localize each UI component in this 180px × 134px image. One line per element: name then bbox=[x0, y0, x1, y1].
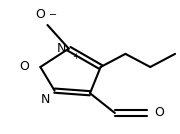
Text: O: O bbox=[19, 60, 29, 74]
Text: −: − bbox=[49, 10, 57, 20]
Text: N: N bbox=[41, 93, 50, 106]
Text: +: + bbox=[72, 52, 79, 61]
Text: O: O bbox=[35, 8, 45, 21]
Text: N: N bbox=[57, 42, 66, 55]
Text: O: O bbox=[154, 106, 164, 119]
